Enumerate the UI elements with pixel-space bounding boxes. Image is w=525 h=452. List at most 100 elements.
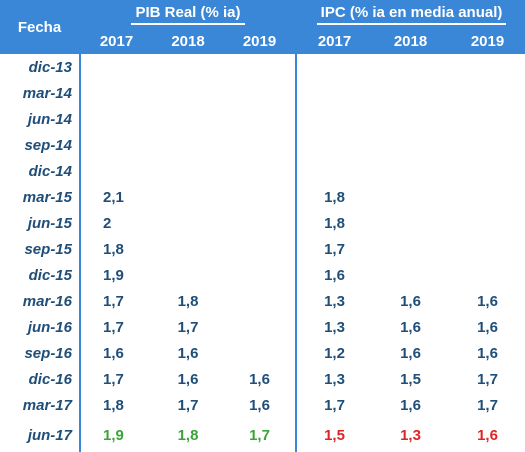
ipc-value-2019 <box>449 106 525 132</box>
row-date: sep-15 <box>0 236 81 262</box>
ipc-value-2019 <box>449 236 525 262</box>
ipc-year-2017: 2017 <box>296 28 372 54</box>
pib-value-2018 <box>152 54 224 80</box>
pib-value-2017: 1,6 <box>103 344 124 362</box>
row-date: mar-16 <box>0 288 81 314</box>
ipc-value-2019 <box>449 262 525 288</box>
ipc-value-2017: 1,8 <box>324 214 345 232</box>
ipc-value-2019: 1,7 <box>477 396 498 414</box>
row-date: dic-16 <box>0 366 81 392</box>
ipc-value-2019 <box>449 158 525 184</box>
table-body: dic-13 mar-14 jun-14 sep-14 dic-14 mar-15 2,1 1… <box>0 54 525 452</box>
ipc-value-2018 <box>372 106 449 132</box>
ipc-value-2018 <box>372 132 449 158</box>
pib-value-2018 <box>152 80 224 106</box>
table-row: mar-15 2,1 1,8 <box>0 184 525 210</box>
pib-value-2017 <box>80 80 152 106</box>
row-date: sep-14 <box>0 132 81 158</box>
table-row: mar-16 1,7 1,8 1,3 1,6 1,6 <box>0 288 525 314</box>
column-group-pib: PIB Real (% ia) <box>80 0 297 28</box>
ipc-value-2017 <box>296 80 372 106</box>
row-date: mar-14 <box>0 80 81 106</box>
ipc-value-2019 <box>449 80 525 106</box>
row-date: mar-17 <box>0 392 81 418</box>
ipc-value-2018: 1,3 <box>400 426 421 444</box>
pib-value-2019: 1,6 <box>224 366 297 392</box>
ipc-value-2018: 1,5 <box>400 370 421 388</box>
table-row: jun-14 <box>0 106 525 132</box>
pib-value-2019 <box>224 158 297 184</box>
table-row: dic-16 1,7 1,6 1,6 1,3 1,5 1,7 <box>0 366 525 392</box>
pib-value-2017: 1,7 <box>103 370 124 388</box>
row-date: jun-17 <box>0 418 81 452</box>
ipc-value-2018: 1,6 <box>400 318 421 336</box>
ipc-value-2017: 1,3 <box>324 370 345 388</box>
ipc-value-2018 <box>372 184 449 210</box>
ipc-value-2019: 1,6 <box>477 292 498 310</box>
pib-value-2019 <box>224 184 297 210</box>
pib-value-2018 <box>152 262 224 288</box>
ipc-value-2017: 1,3 <box>324 292 345 310</box>
ipc-value-2017: 1,3 <box>324 318 345 336</box>
pib-value-2019 <box>224 132 297 158</box>
ipc-value-2018 <box>372 80 449 106</box>
pib-value-2018 <box>152 158 224 184</box>
pib-value-2019: 1,6 <box>224 392 297 418</box>
pib-value-2019 <box>224 210 297 236</box>
ipc-value-2018 <box>372 236 449 262</box>
pib-value-2017 <box>80 132 152 158</box>
table-row: mar-14 <box>0 80 525 106</box>
table-row: dic-14 <box>0 158 525 184</box>
ipc-value-2017: 1,2 <box>324 344 345 362</box>
pib-value-2019 <box>224 262 297 288</box>
pib-value-2018 <box>152 236 224 262</box>
pib-value-2018: 1,7 <box>177 318 199 336</box>
ipc-year-2018: 2018 <box>372 28 449 54</box>
pib-value-2019 <box>224 80 297 106</box>
pib-value-2017: 1,8 <box>103 240 124 258</box>
table-row: mar-17 1,8 1,7 1,6 1,7 1,6 1,7 <box>0 392 525 418</box>
pib-year-2017: 2017 <box>80 28 152 54</box>
ipc-value-2019: 1,6 <box>477 426 498 444</box>
table-row: sep-16 1,6 1,6 1,2 1,6 1,6 <box>0 340 525 366</box>
ipc-value-2019 <box>449 184 525 210</box>
ipc-value-2017 <box>296 158 372 184</box>
row-date: sep-16 <box>0 340 81 366</box>
ipc-value-2017: 1,7 <box>324 240 345 258</box>
row-date: jun-16 <box>0 314 81 340</box>
ipc-value-2018: 1,6 <box>400 396 421 414</box>
ipc-value-2019 <box>449 54 525 80</box>
pib-value-2017 <box>80 54 152 80</box>
pib-value-2017 <box>80 106 152 132</box>
pib-value-2018: 1,8 <box>177 426 199 444</box>
ipc-value-2017: 1,7 <box>324 396 345 414</box>
ipc-value-2017: 1,8 <box>324 188 345 206</box>
pib-value-2017: 2 <box>103 214 112 232</box>
ipc-value-2019: 1,6 <box>477 318 498 336</box>
column-header-fecha: Fecha <box>0 0 81 54</box>
pib-value-2019 <box>224 54 297 80</box>
ipc-value-2017: 1,6 <box>324 266 345 284</box>
ipc-value-2018 <box>372 262 449 288</box>
ipc-value-2017 <box>296 132 372 158</box>
row-date: dic-14 <box>0 158 81 184</box>
pib-value-2018: 1,6 <box>177 344 199 362</box>
pib-value-2019: 1,7 <box>224 418 297 452</box>
pib-value-2018: 1,7 <box>177 396 199 414</box>
pib-value-2018 <box>152 184 224 210</box>
pib-value-2017: 2,1 <box>103 188 124 206</box>
pib-group-title: PIB Real (% ia) <box>131 4 245 25</box>
pib-value-2018 <box>152 132 224 158</box>
ipc-value-2019: 1,6 <box>477 344 498 362</box>
pib-year-2019: 2019 <box>224 28 297 54</box>
ipc-value-2018 <box>372 54 449 80</box>
pib-value-2017 <box>80 158 152 184</box>
row-date: dic-15 <box>0 262 81 288</box>
ipc-value-2017 <box>296 54 372 80</box>
table-header: Fecha PIB Real (% ia) IPC (% ia en media… <box>0 0 525 54</box>
ipc-value-2019: 1,7 <box>477 370 498 388</box>
row-date: jun-14 <box>0 106 81 132</box>
table-row: jun-16 1,7 1,7 1,3 1,6 1,6 <box>0 314 525 340</box>
ipc-value-2019 <box>449 132 525 158</box>
